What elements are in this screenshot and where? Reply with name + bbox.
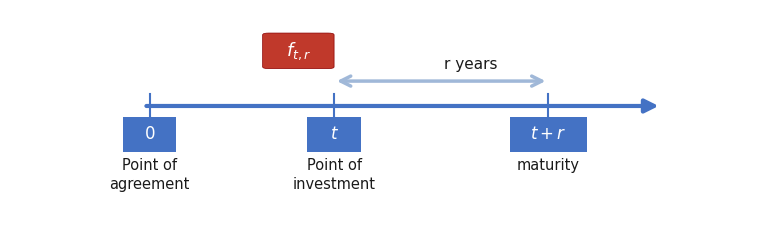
Text: r years: r years (444, 57, 498, 72)
FancyBboxPatch shape (123, 117, 177, 152)
FancyBboxPatch shape (307, 117, 361, 152)
Text: $0$: $0$ (144, 125, 155, 143)
Text: Point of
investment: Point of investment (293, 158, 376, 192)
Text: $f_{t,r}$: $f_{t,r}$ (286, 40, 311, 62)
Text: $t + r$: $t + r$ (530, 125, 567, 143)
FancyBboxPatch shape (510, 117, 587, 152)
Text: $t$: $t$ (329, 125, 339, 143)
Text: maturity: maturity (517, 158, 580, 173)
Text: Point of
agreement: Point of agreement (109, 158, 190, 192)
FancyBboxPatch shape (263, 33, 334, 69)
